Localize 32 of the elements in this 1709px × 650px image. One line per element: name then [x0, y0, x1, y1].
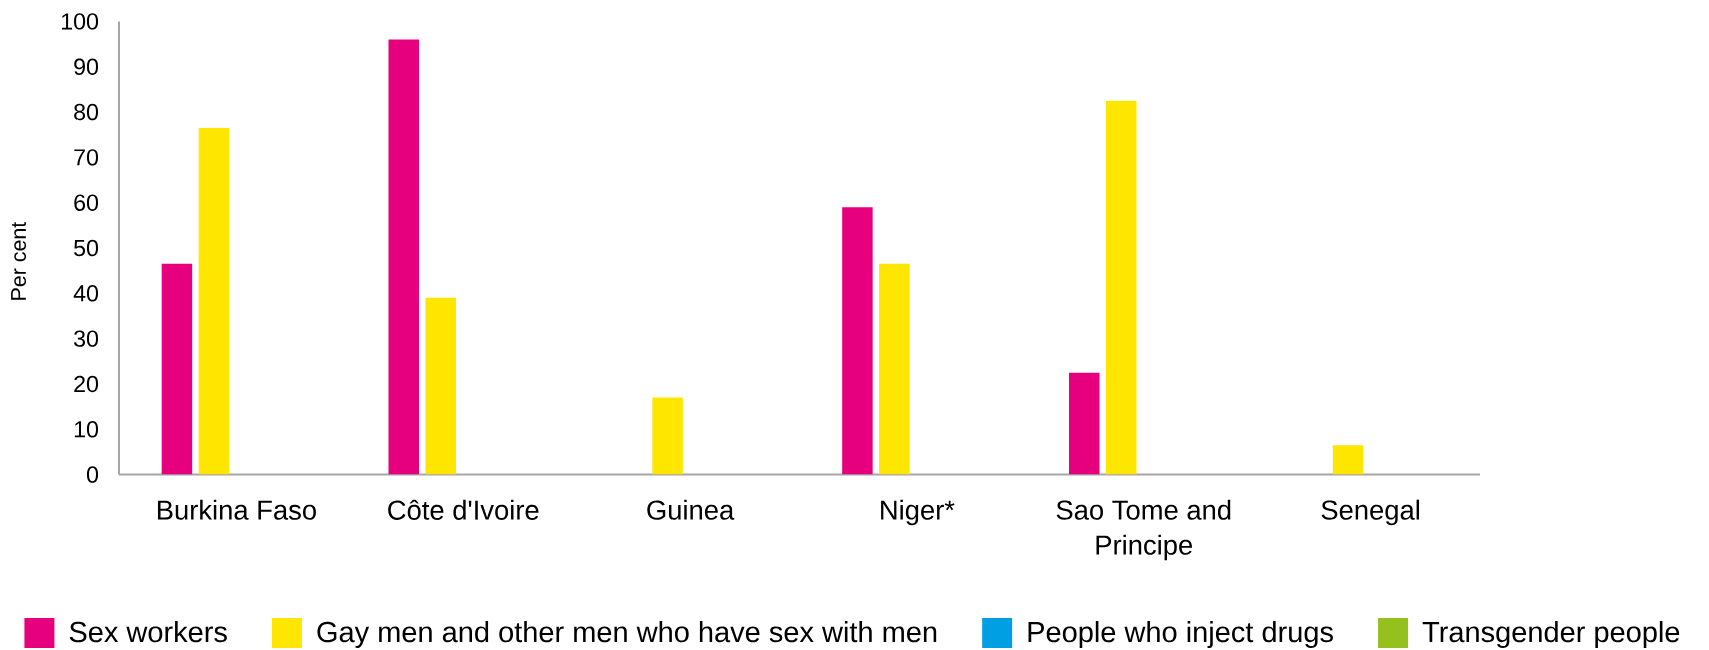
bar: [198, 127, 230, 475]
bar: [1105, 100, 1137, 475]
bar: [1332, 445, 1364, 475]
y-tick-label: 90: [74, 58, 99, 75]
y-tick-label: 10: [74, 421, 99, 438]
x-tick-label: Burkina Faso: [157, 499, 316, 520]
y-tick-label: 70: [74, 149, 99, 166]
legend-label: Sex workers: [69, 620, 227, 643]
x-tick-label: Côte d'Ivoire: [388, 499, 539, 520]
bar: [388, 39, 420, 475]
legend-label: Transgender people: [1422, 620, 1680, 649]
bar: [161, 263, 193, 475]
legend-label: Gay men and other men who have sex with men: [317, 620, 937, 649]
y-tick-label: 80: [74, 103, 99, 121]
x-tick-label: Guinea: [647, 499, 735, 520]
bar: [652, 397, 683, 475]
bar: [425, 297, 456, 475]
bar: [879, 263, 910, 475]
y-tick-label: 0: [86, 466, 99, 483]
y-tick-label: 30: [74, 330, 99, 347]
y-tick-label: 100: [61, 13, 99, 30]
x-tick-label: Niger*: [881, 499, 955, 526]
y-tick-label: 50: [74, 239, 99, 257]
y-tick-label: 40: [73, 285, 99, 302]
y-tick-label: 60: [74, 194, 99, 211]
x-tick-label: Senegal: [1321, 499, 1420, 526]
x-tick-label: Sao Tome and Principe: [1056, 499, 1231, 561]
bar: [842, 207, 873, 475]
y-tick-label: 20: [74, 375, 99, 393]
y-axis-title: Per cent: [11, 221, 27, 300]
bar: [1069, 372, 1100, 475]
legend-label: People who inject drugs: [1028, 620, 1333, 649]
